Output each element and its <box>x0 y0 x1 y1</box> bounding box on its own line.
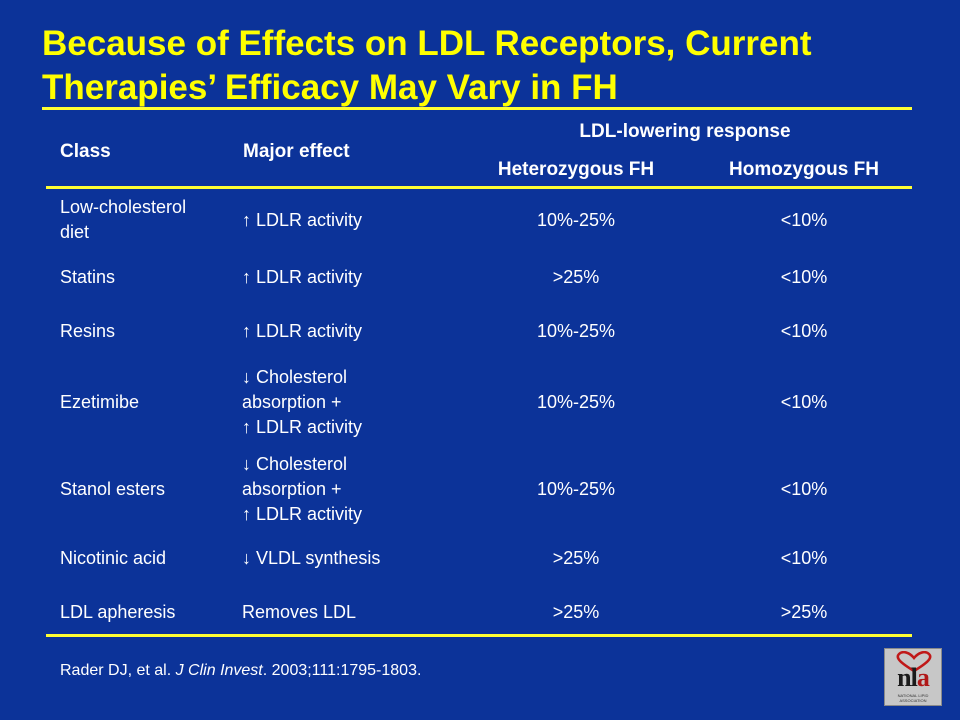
cell-class: Stanol esters <box>60 477 165 502</box>
cell-class-line: Ezetimibe <box>60 391 140 412</box>
cell-heterozygous: >25% <box>552 601 600 622</box>
header-rule <box>46 186 912 189</box>
cell-major-effect: ↑ LDLR activity <box>242 319 362 344</box>
cell-class: Resins <box>60 319 115 344</box>
cell-major-effect-line: absorption + <box>242 391 342 412</box>
header-major-effect: Major effect <box>243 141 350 162</box>
cell-major-effect-line: Removes LDL <box>242 601 357 622</box>
cell-homozygous: <10% <box>780 320 828 341</box>
cell-major-effect: ↓ Cholesterol absorption + ↑ LDLR activity <box>242 452 362 527</box>
cell-homozygous: >25% <box>780 601 828 622</box>
cell-major-effect: Removes LDL <box>242 600 356 625</box>
logo-mark: nla <box>897 663 930 692</box>
header-class: Class <box>60 141 111 162</box>
cell-major-effect-line: absorption + <box>242 478 342 499</box>
header-homozygous-fh: Homozygous FH <box>729 159 879 180</box>
cell-heterozygous: 10%-25% <box>536 391 616 412</box>
table-bottom-rule <box>46 634 912 637</box>
cell-major-effect-line: ↓ VLDL synthesis <box>242 547 381 568</box>
citation: Rader DJ, et al. J Clin Invest. 2003;111… <box>60 662 421 680</box>
cell-class-line: Nicotinic acid <box>60 547 167 568</box>
cell-class-line: Stanol esters <box>60 478 166 499</box>
cell-class: Nicotinic acid <box>60 546 166 571</box>
cell-major-effect-line: ↑ LDLR activity <box>242 320 363 341</box>
cell-heterozygous: >25% <box>552 266 600 287</box>
cell-homozygous: <10% <box>780 391 828 412</box>
cell-class: Ezetimibe <box>60 390 139 415</box>
logo-org-name: NATIONAL LIPID ASSOCIATION <box>897 693 929 703</box>
cell-class-line: Low-cholesterol <box>60 197 187 217</box>
citation-authors: Rader DJ, et al. <box>60 662 172 679</box>
cell-major-effect: ↑ LDLR activity <box>242 265 362 290</box>
citation-details: . 2003;111:1795-1803. <box>262 662 422 679</box>
cell-class-line: diet <box>60 222 90 242</box>
cell-class-line: LDL apheresis <box>60 601 176 622</box>
slide-title: Because of Effects on LDL Receptors, Cur… <box>42 24 812 107</box>
title-underline <box>42 107 912 110</box>
header-ldl-lowering-response: LDL-lowering response <box>579 121 791 142</box>
cell-homozygous: <10% <box>780 209 828 230</box>
cell-major-effect-line: ↓ Cholesterol <box>242 453 348 474</box>
cell-major-effect-line: ↓ Cholesterol <box>242 366 348 387</box>
cell-major-effect: ↓ Cholesterol absorption + ↑ LDLR activity <box>242 365 362 440</box>
cell-class-line: Resins <box>60 320 116 341</box>
cell-homozygous: <10% <box>780 478 828 499</box>
cell-heterozygous: 10%-25% <box>536 478 616 499</box>
cell-major-effect: ↓ VLDL synthesis <box>242 546 380 571</box>
cell-class: Statins <box>60 265 115 290</box>
cell-homozygous: <10% <box>780 266 828 287</box>
cell-heterozygous: >25% <box>552 547 600 568</box>
cell-major-effect-line: ↑ LDLR activity <box>242 266 363 287</box>
cell-major-effect-line: ↑ LDLR activity <box>242 503 363 524</box>
heart-outline-icon <box>896 651 932 673</box>
cell-homozygous: <10% <box>780 547 828 568</box>
cell-heterozygous: 10%-25% <box>536 320 616 341</box>
cell-class: Low-cholesterol diet <box>60 195 186 245</box>
header-heterozygous-fh: Heterozygous FH <box>497 159 655 180</box>
citation-journal: J Clin Invest <box>175 662 263 679</box>
cell-class: LDL apheresis <box>60 600 175 625</box>
cell-major-effect-line: ↑ LDLR activity <box>242 416 363 437</box>
cell-major-effect: ↑ LDLR activity <box>242 208 362 233</box>
nla-logo: nla NATIONAL LIPID ASSOCIATION <box>884 648 942 706</box>
cell-major-effect-line: ↑ LDLR activity <box>242 209 363 230</box>
cell-class-line: Statins <box>60 266 116 287</box>
cell-heterozygous: 10%-25% <box>536 209 616 230</box>
